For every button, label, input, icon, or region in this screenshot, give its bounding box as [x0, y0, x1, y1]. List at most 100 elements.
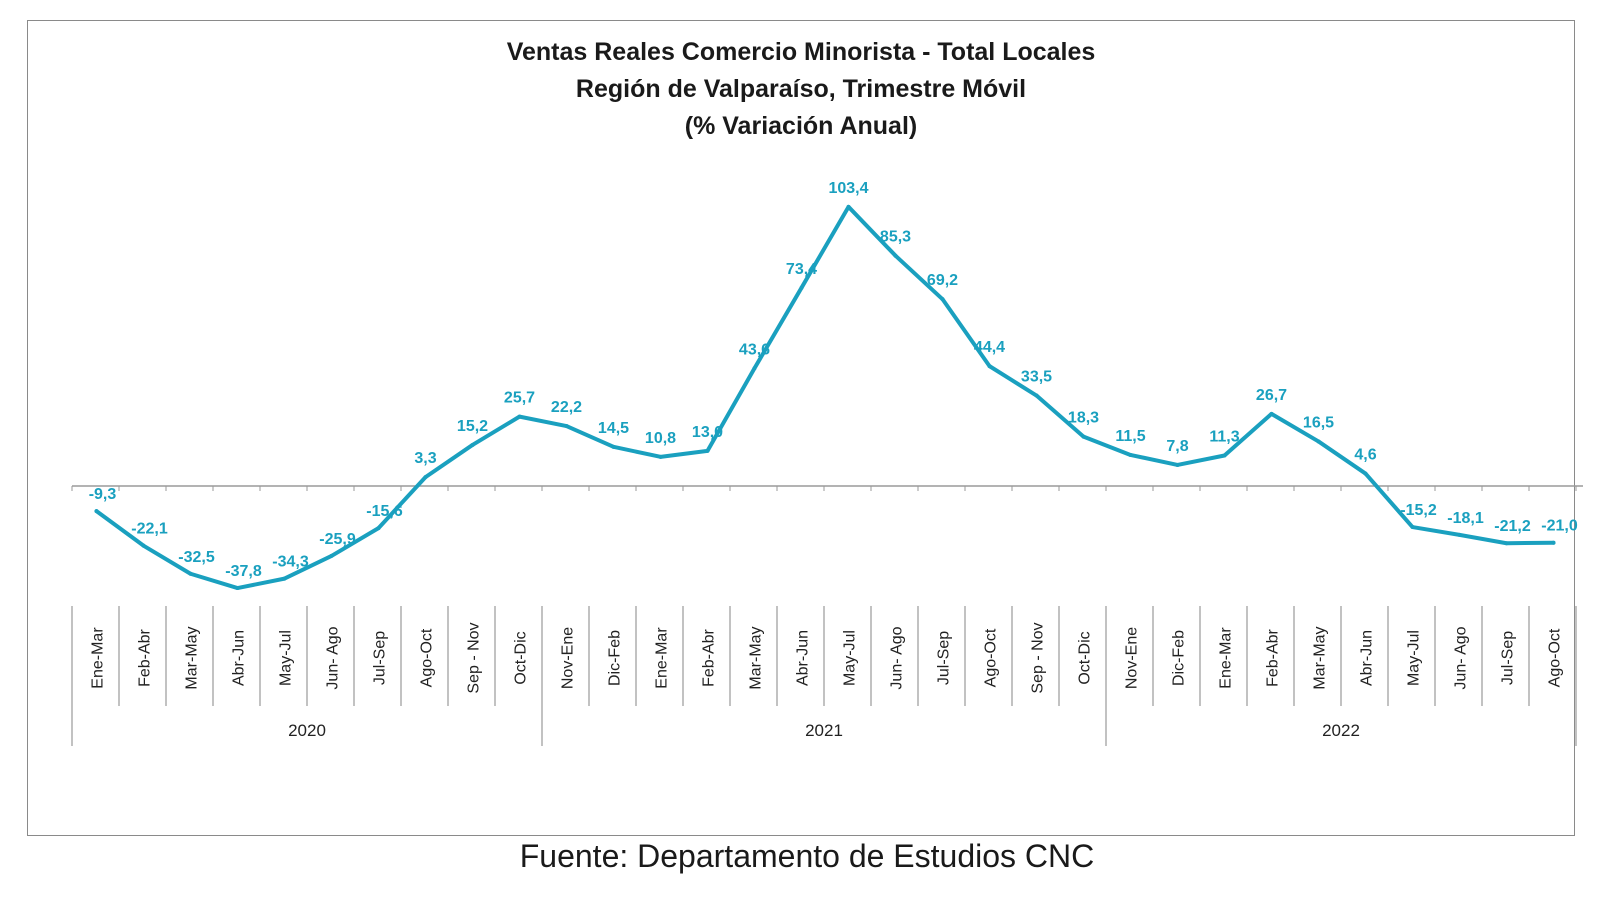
x-tick-label: Ago-Oct	[1547, 628, 1564, 687]
data-label: 43,6	[739, 341, 770, 358]
data-label: 3,3	[414, 450, 436, 467]
data-label: -18,1	[1447, 510, 1484, 527]
data-point	[470, 442, 475, 447]
x-tick-label: Mar-May	[748, 626, 765, 689]
data-point	[1551, 540, 1556, 545]
data-point	[846, 204, 851, 209]
x-tick-label: Ene-Mar	[1218, 627, 1235, 689]
x-tick-label: Sep - Nov	[466, 622, 483, 693]
x-tick-label: Oct-Dic	[513, 631, 530, 684]
year-label: 2021	[805, 721, 843, 740]
data-label: 15,2	[457, 418, 488, 435]
source-note: Fuente: Departamento de Estudios CNC	[519, 838, 1095, 874]
chart-frame	[27, 20, 1575, 836]
data-label: 16,5	[1303, 414, 1334, 431]
x-tick-label: Ago-Oct	[419, 628, 436, 687]
data-point	[188, 571, 193, 576]
x-tick-label: Jul-Sep	[936, 631, 953, 685]
data-point	[329, 553, 334, 558]
x-tick-label: May-Jul	[842, 630, 859, 686]
x-tick-label: Mar-May	[1312, 626, 1329, 689]
data-label: -9,3	[89, 486, 117, 503]
x-tick-label: Mar-May	[184, 626, 201, 689]
data-point	[282, 576, 287, 581]
x-tick-label: Ago-Oct	[983, 628, 1000, 687]
x-tick-label: Nov-Ene	[1124, 627, 1141, 689]
data-label: 33,5	[1021, 369, 1052, 386]
data-label: 7,8	[1166, 438, 1188, 455]
data-point	[1363, 471, 1368, 476]
data-point	[423, 475, 428, 480]
data-point	[893, 253, 898, 258]
x-tick-label: Jun- Ago	[889, 626, 906, 689]
data-label: 10,8	[645, 430, 676, 447]
chart-title: Ventas Reales Comercio Minorista - Total…	[506, 38, 1096, 66]
chart-subtitle: Región de Valparaíso, Trimestre Móvil	[575, 75, 1027, 103]
data-point	[1128, 452, 1133, 457]
x-tick-label: Feb-Abr	[137, 628, 154, 686]
x-tick-label: Feb-Abr	[701, 628, 718, 686]
data-point	[658, 454, 663, 459]
data-label: -34,3	[272, 554, 309, 571]
data-point	[1175, 462, 1180, 467]
data-label: -25,9	[319, 531, 356, 548]
data-point	[611, 444, 616, 449]
data-label: -32,5	[178, 549, 215, 566]
data-point	[517, 414, 522, 419]
data-point	[1316, 439, 1321, 444]
x-tick-label: Feb-Abr	[1265, 628, 1282, 686]
data-label: 11,5	[1115, 428, 1145, 445]
year-label: 2020	[288, 721, 326, 740]
data-point	[376, 526, 381, 531]
year-label: 2022	[1322, 721, 1360, 740]
x-tick-label: Abr-Jun	[1359, 630, 1376, 686]
x-tick-label: Dic-Feb	[1171, 630, 1188, 686]
x-tick-label: Abr-Jun	[231, 630, 248, 686]
x-tick-label: Ene-Mar	[654, 627, 671, 689]
data-label: -22,1	[131, 521, 168, 538]
data-point	[1081, 434, 1086, 439]
x-tick-label: Jul-Sep	[1500, 631, 1517, 685]
x-tick-label: May-Jul	[278, 630, 295, 686]
data-label: 4,6	[1354, 447, 1376, 464]
data-point	[1269, 411, 1274, 416]
data-label: 11,3	[1209, 428, 1239, 445]
data-point	[141, 543, 146, 548]
data-label: 69,2	[927, 272, 958, 289]
data-label: 25,7	[504, 390, 535, 407]
chart-subtitle-units: (% Variación Anual)	[684, 112, 918, 140]
data-point	[564, 424, 569, 429]
data-point	[799, 285, 804, 290]
data-point	[235, 586, 240, 591]
x-tick-label: Dic-Feb	[607, 630, 624, 686]
data-point	[1034, 393, 1039, 398]
data-label: -37,8	[225, 563, 262, 580]
x-tick-label: Nov-Ene	[560, 627, 577, 689]
x-tick-label: Abr-Jun	[795, 630, 812, 686]
data-label: 26,7	[1256, 387, 1287, 404]
data-point	[752, 366, 757, 371]
data-point	[1457, 532, 1462, 537]
data-point	[940, 297, 945, 302]
data-label: 73,4	[786, 261, 817, 278]
x-tick-label: May-Jul	[1406, 630, 1423, 686]
data-label: -15,2	[1400, 502, 1437, 519]
data-label: 44,4	[974, 339, 1005, 356]
x-tick-label: Ene-Mar	[90, 627, 107, 689]
line-chart: Ene-Mar Feb-Abr Mar-May Abr-Jun May-Jul Jun- …	[71, 180, 1583, 746]
data-point	[1222, 453, 1227, 458]
data-label: 22,2	[551, 399, 582, 416]
series-line	[94, 204, 1556, 591]
data-label: -21,2	[1494, 518, 1531, 535]
data-point	[705, 448, 710, 453]
data-point	[1504, 541, 1509, 546]
data-point	[987, 364, 992, 369]
data-label: -21,0	[1541, 518, 1578, 535]
data-label: -15,6	[366, 503, 403, 520]
data-label: 103,4	[828, 180, 868, 197]
x-tick-label: Jul-Sep	[372, 631, 389, 685]
x-tick-label: Sep - Nov	[1030, 622, 1047, 693]
data-point	[1410, 525, 1415, 530]
data-label: 13,0	[692, 424, 723, 441]
x-tick-label: Oct-Dic	[1077, 631, 1094, 684]
